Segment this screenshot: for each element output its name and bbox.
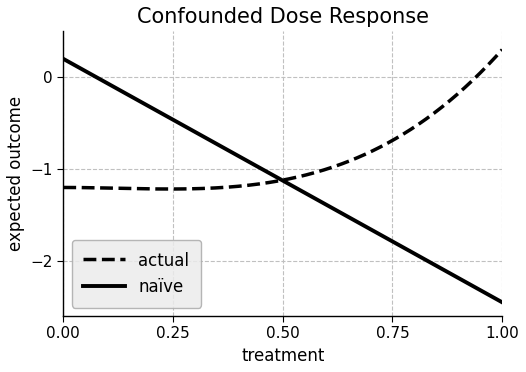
naïve xyxy=(336,210,342,214)
actual xyxy=(113,186,119,190)
actual xyxy=(235,184,241,189)
Title: Confounded Dose Response: Confounded Dose Response xyxy=(137,7,429,27)
naïve xyxy=(60,57,66,61)
actual xyxy=(204,186,210,190)
actual xyxy=(380,143,387,148)
actual xyxy=(337,162,343,167)
naïve xyxy=(499,300,505,305)
Legend: actual, naïve: actual, naïve xyxy=(72,240,201,308)
naïve xyxy=(113,86,119,90)
naïve xyxy=(203,136,209,140)
Line: actual: actual xyxy=(63,49,502,189)
X-axis label: treatment: treatment xyxy=(241,347,325,365)
Y-axis label: expected outcome: expected outcome xyxy=(7,96,25,251)
actual xyxy=(378,144,385,149)
actual xyxy=(167,187,173,191)
naïve xyxy=(377,232,383,237)
actual xyxy=(60,185,66,190)
actual xyxy=(499,47,505,52)
Line: naïve: naïve xyxy=(63,59,502,302)
naïve xyxy=(234,153,240,157)
naïve xyxy=(379,234,386,238)
